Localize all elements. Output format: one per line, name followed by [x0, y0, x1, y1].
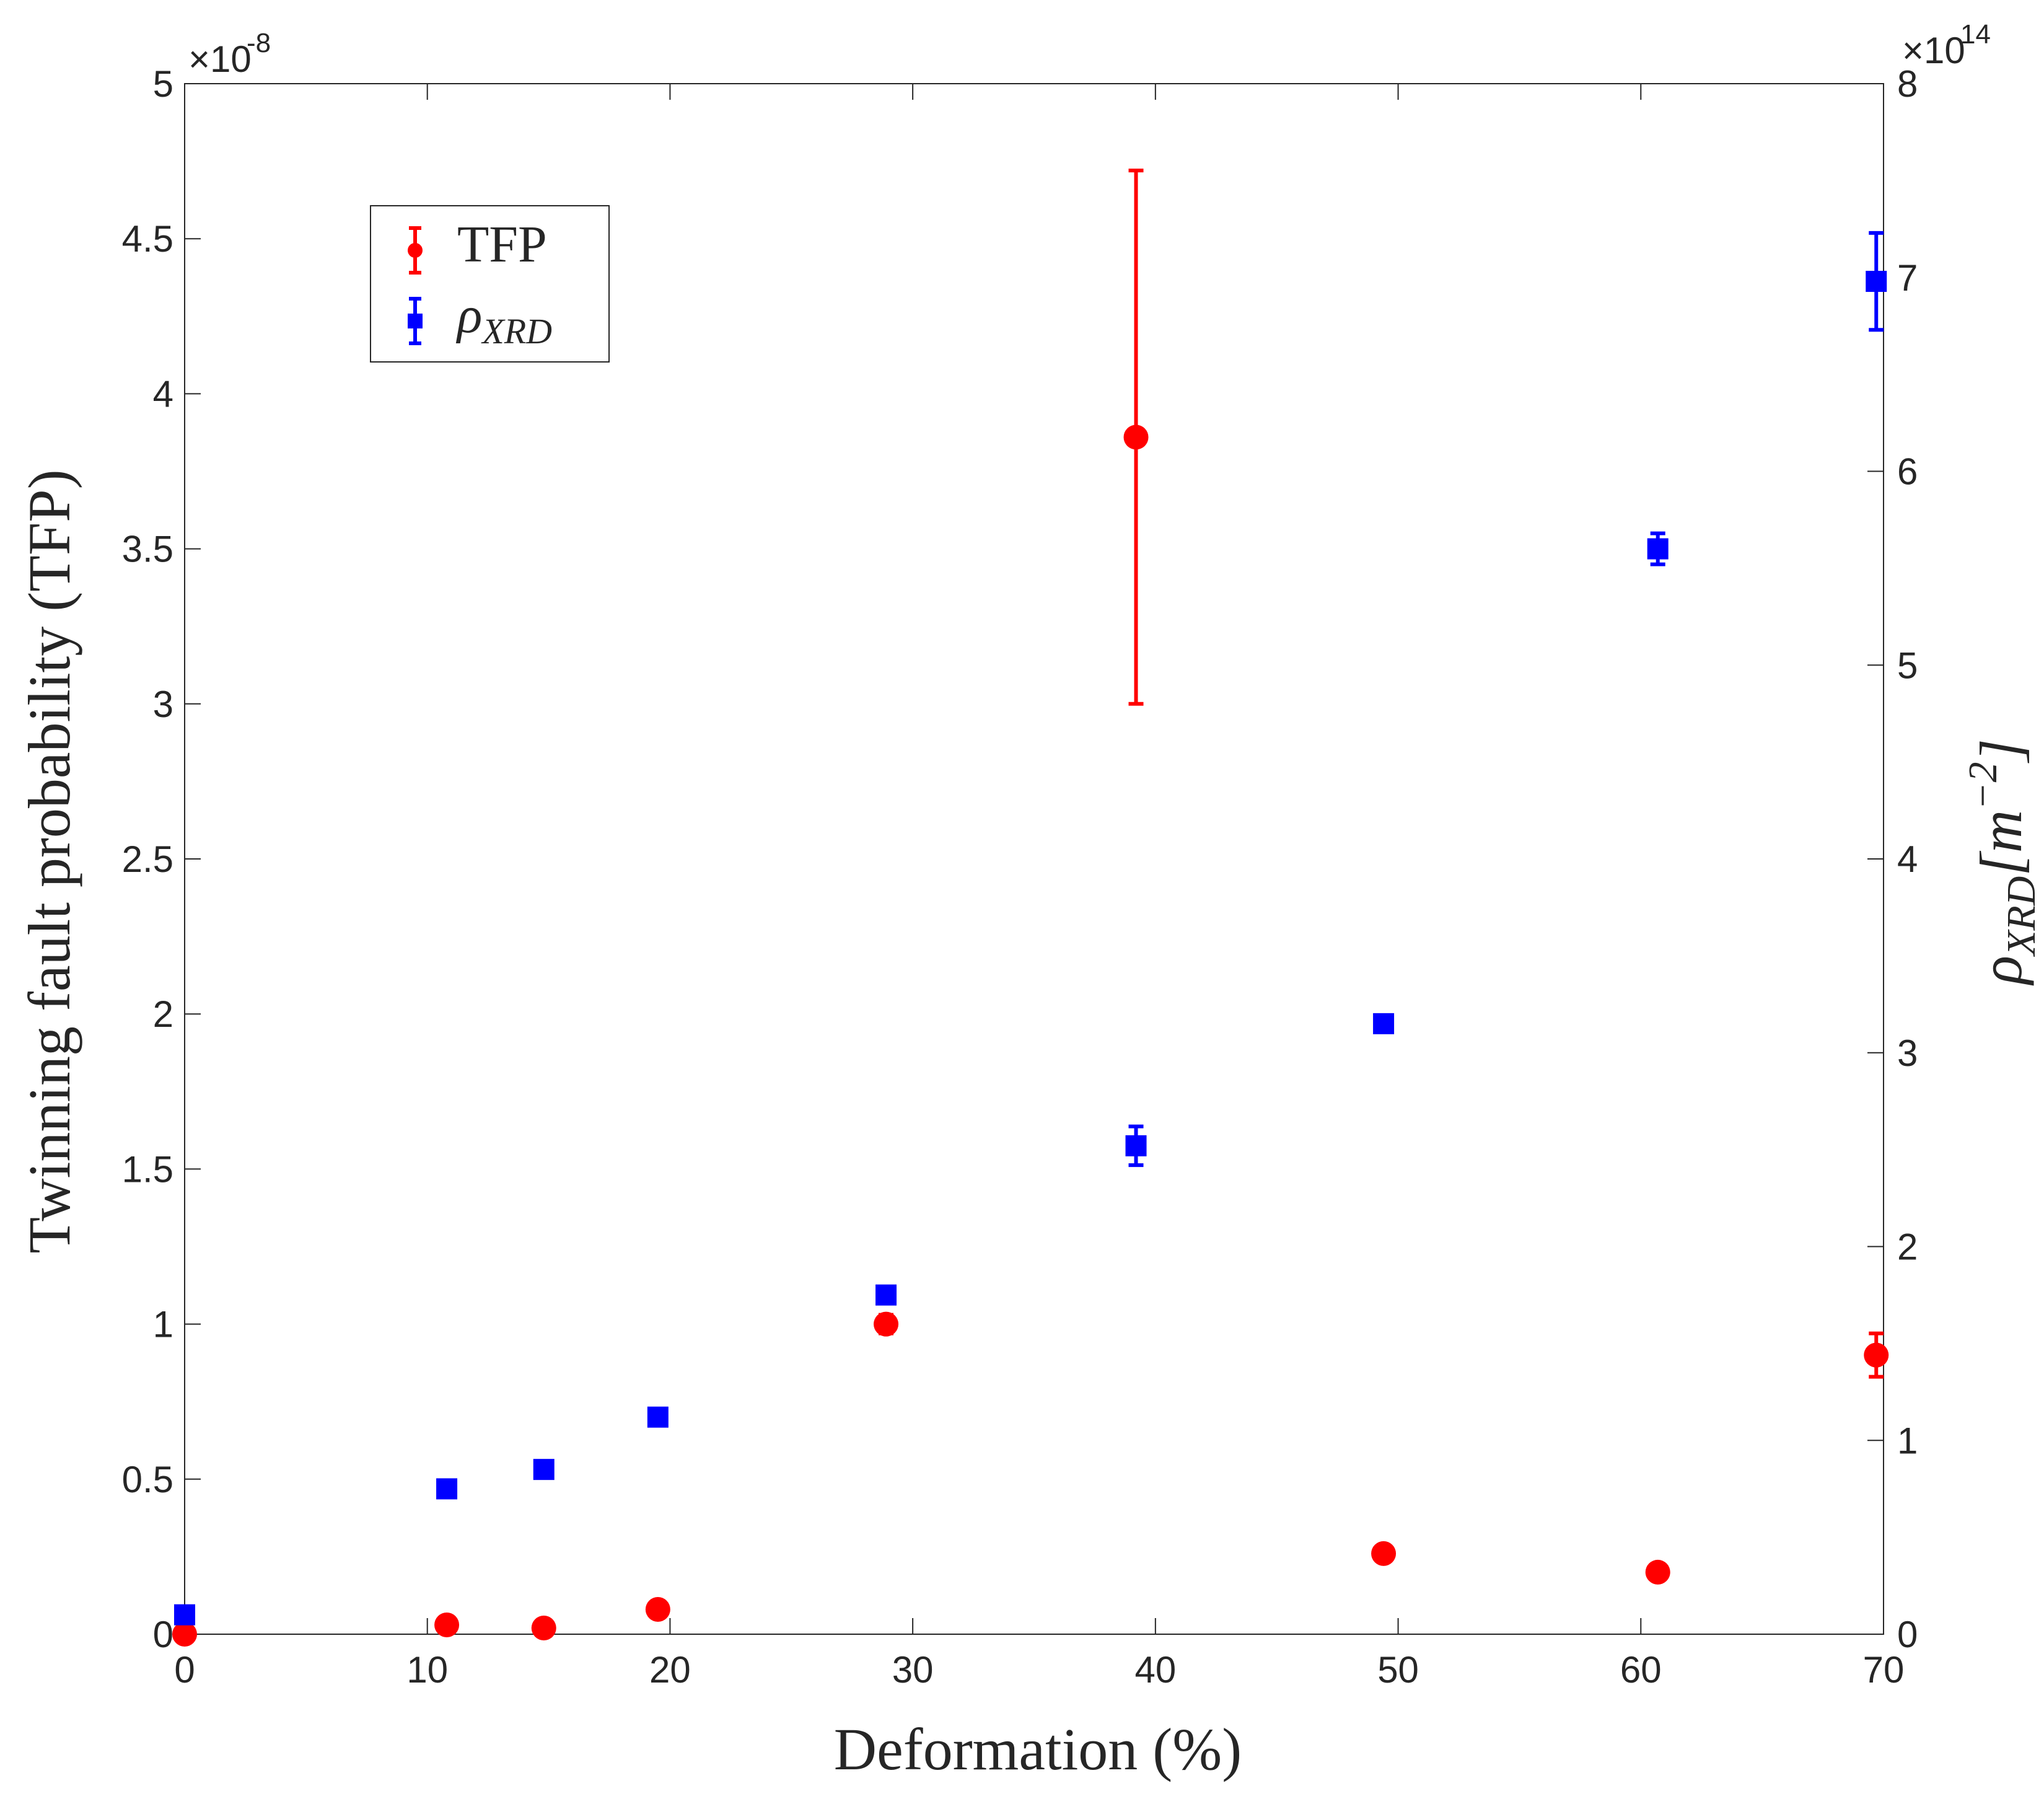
legend-rho-label: ρXRD — [455, 286, 552, 351]
tfp-point — [1645, 1559, 1670, 1585]
rho-point — [1125, 1135, 1147, 1156]
y-right-title-unit-close: ] — [1968, 739, 2034, 763]
tfp-point — [1864, 1342, 1889, 1368]
y-left-tick-label: 3 — [153, 684, 173, 725]
y-right-title-unit-open: [m — [1968, 810, 2034, 876]
x-tick-label: 50 — [1377, 1649, 1419, 1691]
left-exponent-base: ×10 — [188, 38, 252, 80]
rho-point — [1647, 538, 1669, 560]
tfp-point — [531, 1615, 556, 1640]
y-right-tick-label: 2 — [1897, 1226, 1918, 1268]
y-left-tick-label: 2.5 — [122, 838, 173, 880]
y-left-tick-label: 3.5 — [122, 529, 173, 570]
rho-point — [436, 1478, 458, 1500]
x-tick-label: 70 — [1863, 1649, 1905, 1691]
y-left-tick-label: 4 — [153, 373, 173, 415]
series-tfp — [172, 169, 1889, 1647]
ticks-layer: 0 10 20 30 40 50 60 7000.511.522.533.544.550123… — [122, 63, 1918, 1691]
x-axis-title: Deformation (%) — [834, 1716, 1242, 1782]
rho-point — [875, 1284, 897, 1306]
y-left-tick-label: 5 — [153, 63, 173, 105]
legend-tfp-label: TFP — [457, 216, 547, 273]
rho-point — [1373, 1013, 1395, 1034]
x-tick-label: 40 — [1134, 1649, 1176, 1691]
y-right-tick-label: 8 — [1897, 63, 1918, 105]
rho-point — [647, 1406, 669, 1428]
rho-point — [174, 1604, 195, 1626]
tfp-point — [874, 1311, 899, 1337]
legend: TFP ρXRD — [370, 205, 610, 363]
tfp-point — [645, 1596, 670, 1622]
y-left-tick-label: 1 — [153, 1304, 173, 1345]
right-exponent-value: 14 — [1960, 19, 1991, 50]
y-left-tick-label: 0 — [153, 1614, 173, 1655]
x-tick-label: 0 — [174, 1649, 195, 1691]
tfp-point — [1123, 425, 1149, 450]
y-left-tick-label: 4.5 — [122, 218, 173, 260]
y-right-title-sub: XRD — [1999, 876, 2044, 957]
y-right-tick-label: 7 — [1897, 257, 1918, 299]
series-layer — [172, 169, 1889, 1647]
legend-item-tfp: TFP — [408, 216, 547, 275]
y-right-tick-label: 1 — [1897, 1420, 1918, 1461]
y-right-tick-label: 5 — [1897, 645, 1918, 686]
tfp-point — [1371, 1541, 1397, 1566]
y-right-tick-label: 6 — [1897, 451, 1918, 493]
y-right-tick-label: 4 — [1897, 838, 1918, 880]
series-rho — [174, 231, 1887, 1626]
right-exponent-base: ×10 — [1902, 30, 1965, 71]
rho-point — [1866, 271, 1887, 293]
y-left-tick-label: 1.5 — [122, 1148, 173, 1190]
x-tick-label: 20 — [649, 1649, 691, 1691]
tfp-point — [172, 1622, 197, 1647]
legend-tfp-marker — [408, 243, 423, 258]
tfp-point — [434, 1612, 460, 1637]
y-right-axis-title: ρXRD[m−2] — [1960, 739, 2044, 986]
y-left-tick-label: 2 — [153, 993, 173, 1035]
x-tick-label: 60 — [1620, 1649, 1662, 1691]
y-right-title-symbol: ρ — [1968, 956, 2034, 986]
rho-point — [533, 1459, 555, 1481]
y-right-tick-label: 0 — [1897, 1614, 1918, 1655]
y-left-axis-title: Twinning fault probability (TFP) — [16, 469, 82, 1253]
y-left-tick-label: 0.5 — [122, 1459, 173, 1500]
x-tick-label: 10 — [406, 1649, 448, 1691]
legend-rho-symbol: ρ — [455, 286, 482, 344]
x-tick-label: 30 — [892, 1649, 934, 1691]
y-right-tick-label: 3 — [1897, 1032, 1918, 1074]
legend-item-rho: ρXRD — [408, 286, 552, 351]
legend-box — [370, 205, 610, 363]
left-exponent-value: -8 — [247, 28, 271, 58]
legend-rho-sub: XRD — [481, 311, 552, 351]
legend-rho-marker — [408, 314, 423, 328]
y-right-title-unit-exp: −2 — [1960, 762, 2006, 810]
